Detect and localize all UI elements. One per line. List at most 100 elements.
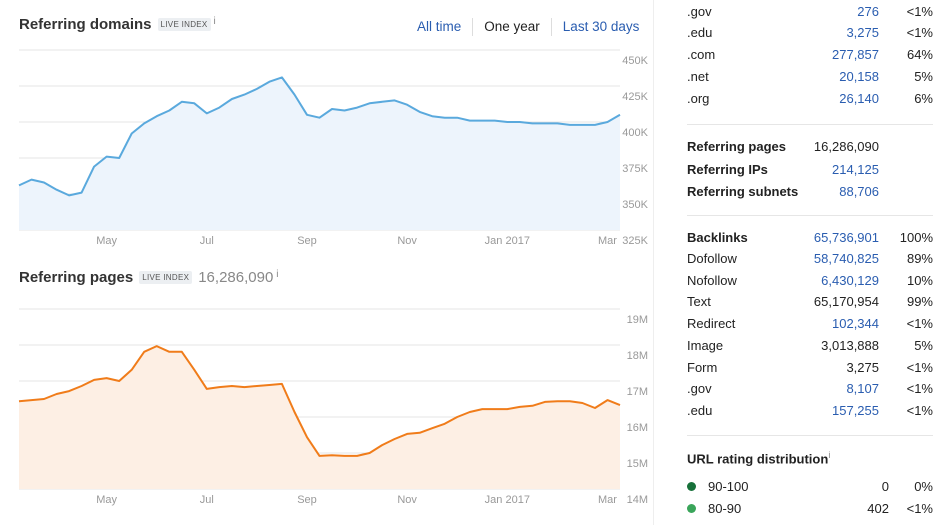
table-row: .gov 276 <1% <box>687 2 933 22</box>
divider <box>653 0 654 525</box>
row-percent: <1% <box>906 316 933 331</box>
row-value: 0 <box>881 479 889 494</box>
row-label: Backlinks <box>687 230 748 245</box>
row-value[interactable]: 277,857 <box>832 47 879 62</box>
row-percent: <1% <box>906 501 933 516</box>
table-row: Referring pages 16,286,090 <box>687 137 933 157</box>
y-tick-label: 400K <box>622 127 648 139</box>
chart-total: 16,286,090 <box>198 269 274 286</box>
row-percent: 0% <box>914 479 933 494</box>
row-percent: 10% <box>906 273 933 288</box>
row-value[interactable]: 26,140 <box>839 91 879 106</box>
y-tick-label: 16M <box>627 422 648 434</box>
table-row: Redirect 102,344 <1% <box>687 314 933 334</box>
row-label: Referring subnets <box>687 184 799 199</box>
row-value[interactable]: 157,255 <box>832 403 879 418</box>
y-tick-label: 450K <box>622 55 648 67</box>
row-percent: 64% <box>906 47 933 62</box>
row-label: 90-100 <box>708 479 749 494</box>
row-percent: 6% <box>914 91 933 106</box>
table-row: Backlinks 65,736,901 100% <box>687 228 933 248</box>
row-percent: <1% <box>906 403 933 418</box>
table-row: .org 26,140 6% <box>687 89 933 109</box>
row-label: Referring IPs <box>687 162 768 177</box>
row-label: .net <box>687 69 709 84</box>
x-tick-label: Sep <box>297 494 317 506</box>
row-value[interactable]: 20,158 <box>839 69 879 84</box>
info-icon[interactable]: i <box>828 450 831 460</box>
row-percent: 5% <box>914 338 933 353</box>
chart-title: Referring domains <box>19 16 152 33</box>
row-label: Referring pages <box>687 139 786 154</box>
y-tick-label: 350K <box>622 199 648 211</box>
row-value[interactable]: 3,275 <box>846 25 879 40</box>
row-percent: <1% <box>906 25 933 40</box>
row-label: .org <box>687 91 710 106</box>
info-icon[interactable]: i <box>276 269 279 280</box>
row-percent: 5% <box>914 69 933 84</box>
row-value[interactable]: 214,125 <box>832 162 879 177</box>
row-value: 16,286,090 <box>813 139 879 154</box>
x-tick-label: May <box>96 494 117 506</box>
x-tick-label: Mar <box>598 235 617 247</box>
chart-title: Referring pages <box>19 269 134 286</box>
row-label: Form <box>687 360 718 375</box>
table-row: 80-90 402 <1% <box>687 499 933 519</box>
row-label: .gov <box>687 4 712 19</box>
badge: LIVE INDEX <box>157 18 211 31</box>
table-row: Form 3,275 <1% <box>687 358 933 378</box>
table-row: Text 65,170,954 99% <box>687 292 933 312</box>
row-label: Nofollow <box>687 273 737 288</box>
chart-header: Referring pages LIVE INDEX 16,286,090 i <box>19 269 279 286</box>
x-tick-label: Nov <box>397 235 417 247</box>
info-icon[interactable]: i <box>213 16 216 27</box>
row-value: 65,170,954 <box>813 294 879 309</box>
x-tick-label: Nov <box>397 494 417 506</box>
table-row: .gov 8,107 <1% <box>687 379 933 399</box>
range-button[interactable]: One year <box>472 18 551 36</box>
row-value: 402 <box>867 501 889 516</box>
x-tick-label: Jul <box>200 235 214 247</box>
table-row: Dofollow 58,740,825 89% <box>687 249 933 269</box>
separator <box>687 124 933 125</box>
row-value: 3,275 <box>846 360 879 375</box>
row-percent: 100% <box>899 230 933 245</box>
row-value[interactable]: 8,107 <box>846 381 879 396</box>
row-label: .com <box>687 47 716 62</box>
x-tick-label: Jan 2017 <box>485 494 530 506</box>
row-label: Dofollow <box>687 251 737 266</box>
row-label: .edu <box>687 403 713 418</box>
legend-dot <box>687 504 696 513</box>
y-tick-label: 15M <box>627 458 648 470</box>
row-label: .edu <box>687 25 713 40</box>
section-title: URL rating distributioni <box>687 450 830 466</box>
y-tick-label: 17M <box>627 386 648 398</box>
table-row: .edu 157,255 <1% <box>687 401 933 421</box>
range-button[interactable]: All time <box>417 19 462 34</box>
stats-panel: .gov 276 <1% .edu 3,275 <1% .com 277,857 64% .… <box>668 0 952 525</box>
row-value[interactable]: 102,344 <box>832 316 879 331</box>
row-value[interactable]: 6,430,129 <box>821 273 879 288</box>
row-label: Image <box>687 338 724 353</box>
table-row: 90-100 0 0% <box>687 477 933 497</box>
row-value[interactable]: 65,736,901 <box>813 230 879 245</box>
row-value[interactable]: 58,740,825 <box>813 251 879 266</box>
y-tick-label: 18M <box>627 350 648 362</box>
separator <box>687 435 933 436</box>
row-percent: 99% <box>906 294 933 309</box>
legend-dot <box>687 482 696 491</box>
y-tick-label: 14M <box>627 494 648 506</box>
y-tick-label: 325K <box>622 235 648 247</box>
separator <box>687 215 933 216</box>
row-percent: <1% <box>906 360 933 375</box>
range-button[interactable]: Last 30 days <box>550 18 651 36</box>
row-value[interactable]: 276 <box>857 4 879 19</box>
row-value[interactable]: 88,706 <box>839 184 879 199</box>
table-row: Referring subnets 88,706 <box>687 182 933 202</box>
x-tick-label: Sep <box>297 235 317 247</box>
charts: 325K 350K 375K 400K 425K 450K May Jul Sep Nov Jan … <box>18 49 649 506</box>
x-tick-label: Mar <box>598 494 617 506</box>
x-tick-label: Jul <box>200 494 214 506</box>
row-label: Redirect <box>687 316 736 331</box>
